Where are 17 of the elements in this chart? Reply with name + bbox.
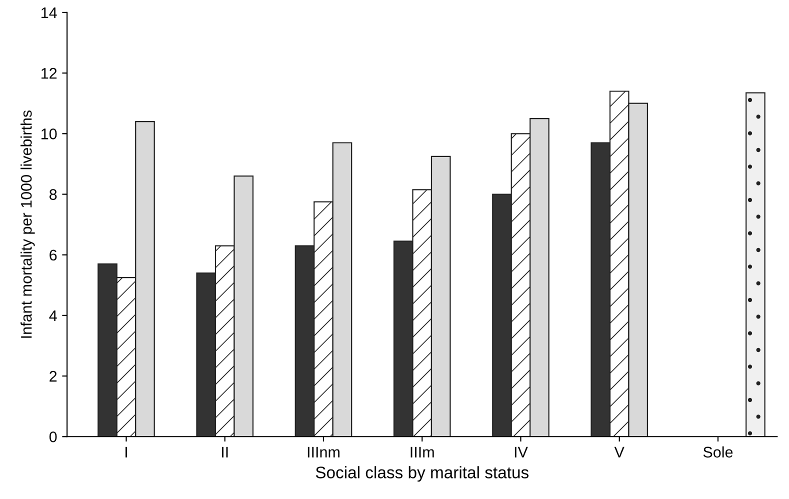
x-tick-label: I — [126, 446, 127, 458]
y-axis-title: Infant mortality per 1000 livebirths — [20, 110, 35, 338]
x-tick-label: IIInm — [308, 446, 340, 458]
y-tick-label: 14 — [42, 8, 57, 18]
y-tick-label: 0 — [49, 431, 57, 442]
y-tick-label: 8 — [50, 189, 57, 200]
x-tick-label: Sole — [703, 446, 733, 458]
x-tick-label: V — [614, 446, 624, 458]
x-axis-title: Social class by marital status — [316, 466, 528, 482]
x-tick-label: IIIm — [410, 446, 434, 458]
x-tick-label: IV — [514, 446, 528, 458]
y-tick-label: 10 — [42, 128, 57, 140]
y-tick-label: 6 — [50, 250, 57, 261]
y-tick-label: 4 — [49, 310, 57, 321]
y-tick-label: 12 — [42, 68, 57, 79]
x-tick-label: II — [222, 446, 228, 458]
y-tick-label: 2 — [50, 370, 57, 382]
